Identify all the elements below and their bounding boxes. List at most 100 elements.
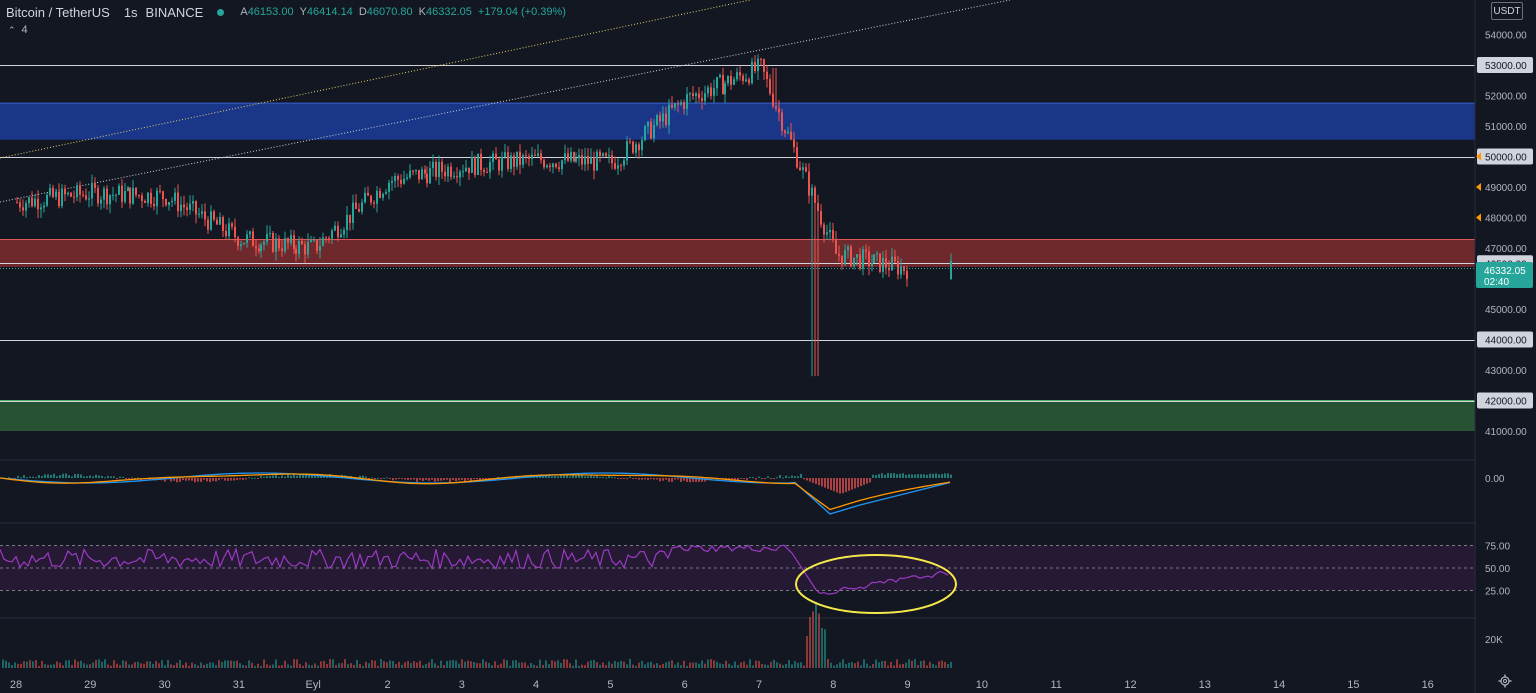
macd-histogram-bar — [560, 474, 562, 478]
volume-bar — [407, 660, 409, 668]
trend-lines[interactable] — [0, 0, 1011, 203]
candle-body — [856, 254, 858, 258]
candle-body — [689, 93, 691, 95]
volume-bar — [725, 660, 727, 668]
candle-body — [722, 74, 724, 95]
currency-unit-button[interactable]: USDT — [1491, 2, 1523, 20]
candle-body — [578, 155, 580, 159]
macd-histogram-bar — [689, 478, 691, 483]
candle-body — [159, 190, 161, 192]
volume-bar — [29, 660, 31, 668]
macd-histogram-bar — [755, 478, 757, 480]
macd-histogram-bar — [17, 475, 19, 478]
macd-histogram-bar — [260, 476, 262, 478]
macd-histogram-bar — [101, 475, 103, 478]
horizontal-levels[interactable] — [0, 65, 1475, 402]
timeframe-label[interactable]: 1s — [123, 4, 138, 20]
macd-histogram-bar — [416, 478, 418, 482]
indicators-toggle[interactable]: ⌃ 4 — [8, 24, 28, 36]
volume-bar — [494, 661, 496, 668]
volume-bar — [617, 662, 619, 668]
volume-bar — [158, 663, 160, 668]
candle-body — [435, 161, 437, 177]
volume-bar — [176, 662, 178, 668]
candle-body — [319, 245, 321, 251]
volume-bar — [146, 661, 148, 668]
candle-body — [850, 246, 852, 267]
candle-body — [37, 198, 39, 210]
candle-body — [334, 225, 336, 231]
macd-histogram-bar — [32, 476, 34, 478]
volume-bar — [116, 663, 118, 668]
macd-histogram-bar — [251, 477, 253, 479]
volume-bar — [680, 665, 682, 668]
macd-histogram-bar — [371, 477, 373, 479]
price-axis[interactable]: 54000.00 53000.00 52000.00 51000.00 50000.00… — [1476, 31, 1533, 598]
volume-bar — [68, 660, 70, 668]
volume-bar — [335, 665, 337, 668]
volume-bar — [620, 660, 622, 668]
candle-body — [49, 187, 51, 195]
rsi-annotation-circle[interactable] — [795, 554, 957, 614]
macd-histogram-bar — [572, 474, 574, 478]
candle-body — [150, 192, 152, 204]
volume-bar — [476, 663, 478, 668]
macd-histogram-bar — [68, 475, 70, 478]
macd-histogram-bar — [377, 477, 379, 479]
macd-histogram-bar — [740, 478, 742, 479]
candle-body — [817, 202, 819, 212]
macd-histogram-bar — [605, 477, 607, 479]
macd-histogram-bar — [293, 474, 295, 478]
macd-histogram-bar — [947, 473, 949, 478]
volume-bar — [491, 665, 493, 668]
candle-body — [838, 253, 840, 256]
volume-bar — [839, 662, 841, 668]
volume-bar — [947, 663, 949, 668]
macd-histogram-bar — [647, 478, 649, 480]
candle-body — [871, 262, 873, 267]
volume-bar — [650, 661, 652, 668]
candle-body — [564, 153, 566, 161]
volume-bar — [59, 662, 61, 668]
candle-body — [174, 192, 176, 201]
candle-body — [733, 79, 735, 85]
macd-histogram-bar — [884, 474, 886, 478]
volume-bar — [263, 659, 265, 668]
ohlc-high: Y46414.14 — [299, 6, 353, 18]
volume-bar — [767, 665, 769, 668]
time-axis-label: 3 — [459, 679, 465, 691]
macd-histogram-bar — [419, 478, 421, 480]
candle-body — [429, 168, 431, 184]
candle-body — [162, 191, 164, 200]
macd-histogram-bar — [104, 477, 106, 479]
candle-body — [129, 187, 131, 204]
time-axis[interactable]: 28 29 30 31 Eyl 2 3 4 5 6 7 8 9 10 11 12 13 14 15 16 — [10, 679, 1434, 691]
macd-histogram-bar — [899, 473, 901, 478]
symbol-name[interactable]: Bitcoin / TetherUS — [6, 4, 110, 20]
candle-body — [748, 79, 750, 84]
candle-body — [489, 162, 491, 173]
candle-body — [868, 251, 870, 267]
volume-bar — [458, 663, 460, 668]
macd-histogram-bar — [248, 477, 250, 479]
candle-body — [31, 197, 33, 207]
volume-bar — [221, 661, 223, 668]
volume-bar — [299, 664, 301, 668]
macd-histogram-bar — [602, 476, 604, 478]
candle-body — [109, 195, 111, 205]
macd-histogram-bar — [137, 477, 139, 479]
volume-bar — [842, 659, 844, 668]
macd-histogram-bar — [20, 477, 22, 479]
candle-body — [52, 187, 54, 197]
macd-histogram-bar — [77, 473, 79, 478]
volume-bar — [338, 663, 340, 668]
candle-body — [189, 203, 191, 210]
candle-body — [826, 232, 828, 235]
candle-body — [325, 237, 327, 239]
gear-icon[interactable] — [1498, 674, 1512, 688]
volume-bar — [305, 662, 307, 668]
volume-bar — [122, 660, 124, 668]
macd-histogram-bar — [185, 478, 187, 481]
macd-histogram-bar — [800, 473, 802, 478]
